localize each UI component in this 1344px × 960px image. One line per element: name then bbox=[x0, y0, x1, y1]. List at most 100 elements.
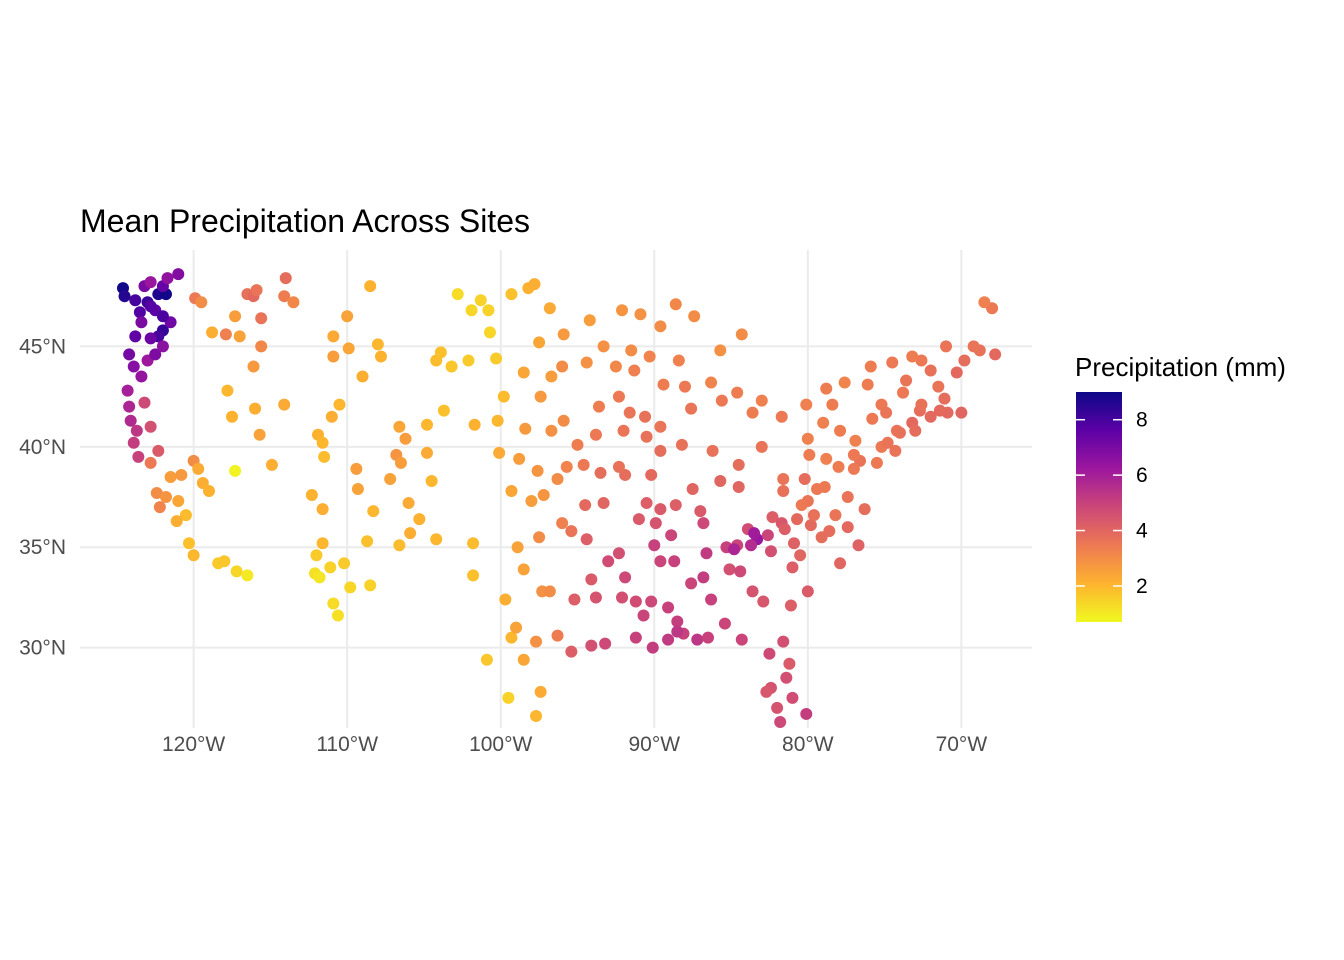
site-point bbox=[800, 398, 813, 411]
site-point bbox=[585, 573, 598, 586]
site-point bbox=[144, 300, 157, 313]
site-point bbox=[940, 340, 953, 353]
site-point bbox=[639, 410, 652, 423]
site-point bbox=[847, 462, 860, 475]
site-point bbox=[437, 404, 450, 417]
site-point bbox=[327, 330, 340, 343]
site-point bbox=[592, 400, 605, 413]
x-tick-label: 80°W bbox=[782, 733, 834, 756]
site-point bbox=[133, 306, 146, 319]
x-tick-label: 110°W bbox=[316, 733, 378, 756]
site-point bbox=[777, 635, 790, 648]
site-point bbox=[915, 354, 928, 367]
site-point bbox=[511, 541, 524, 554]
site-point bbox=[718, 617, 731, 630]
site-point bbox=[341, 310, 354, 323]
site-point bbox=[852, 539, 865, 552]
site-point bbox=[551, 629, 564, 642]
site-point bbox=[734, 565, 747, 578]
site-point bbox=[327, 350, 340, 363]
legend-tick-label: 6 bbox=[1136, 464, 1148, 487]
site-point bbox=[820, 382, 833, 395]
site-point bbox=[344, 581, 357, 594]
site-point bbox=[253, 428, 266, 441]
site-point bbox=[316, 436, 329, 449]
site-point bbox=[551, 472, 564, 485]
site-point bbox=[278, 290, 291, 303]
site-point bbox=[533, 531, 546, 544]
site-point bbox=[118, 290, 131, 303]
site-point bbox=[130, 424, 143, 437]
site-point bbox=[705, 376, 718, 389]
site-point bbox=[159, 491, 172, 504]
site-point bbox=[675, 438, 688, 451]
site-point bbox=[616, 304, 629, 317]
site-point bbox=[786, 561, 799, 574]
site-point bbox=[732, 458, 745, 471]
legend-title: Precipitation (mm) bbox=[1075, 352, 1286, 382]
site-point bbox=[384, 472, 397, 485]
site-point bbox=[715, 394, 728, 407]
site-point bbox=[175, 468, 188, 481]
site-point bbox=[399, 432, 412, 445]
site-point bbox=[144, 456, 157, 469]
site-point bbox=[889, 444, 902, 457]
site-point bbox=[841, 521, 854, 534]
site-point bbox=[763, 647, 776, 660]
site-point bbox=[172, 268, 185, 281]
site-point bbox=[361, 535, 374, 548]
site-point bbox=[864, 360, 877, 373]
site-point bbox=[791, 513, 804, 526]
site-point bbox=[612, 460, 625, 473]
site-point bbox=[800, 707, 813, 720]
site-point bbox=[493, 446, 506, 459]
site-point bbox=[138, 396, 151, 409]
site-point bbox=[127, 360, 140, 373]
site-point bbox=[327, 597, 340, 610]
site-point bbox=[156, 340, 169, 353]
site-point bbox=[801, 432, 814, 445]
site-point bbox=[777, 472, 790, 485]
site-point bbox=[924, 410, 937, 423]
site-point bbox=[665, 529, 678, 542]
site-point bbox=[367, 505, 380, 518]
site-point bbox=[817, 416, 830, 429]
site-point bbox=[761, 529, 774, 542]
site-point bbox=[144, 420, 157, 433]
y-tick-label: 35°N bbox=[19, 536, 66, 559]
site-point bbox=[834, 424, 847, 437]
site-point bbox=[510, 621, 523, 634]
site-point bbox=[897, 386, 910, 399]
site-point bbox=[402, 497, 415, 510]
site-point bbox=[132, 450, 145, 463]
site-point bbox=[517, 563, 530, 576]
site-point bbox=[583, 314, 596, 327]
site-point bbox=[505, 288, 518, 301]
site-point bbox=[135, 316, 148, 329]
site-point bbox=[815, 531, 828, 544]
site-point bbox=[657, 378, 670, 391]
x-axis-ticks: 120°W 110°W 100°W 90°W 80°W 70°W bbox=[162, 733, 987, 756]
site-point bbox=[632, 513, 645, 526]
site-point bbox=[127, 436, 140, 449]
site-point bbox=[732, 480, 745, 493]
site-point bbox=[517, 653, 530, 666]
site-point bbox=[247, 360, 260, 373]
site-point bbox=[829, 509, 842, 522]
site-point bbox=[688, 310, 701, 323]
site-point bbox=[534, 685, 547, 698]
site-point bbox=[144, 276, 157, 289]
site-point bbox=[589, 428, 602, 441]
site-point bbox=[152, 444, 165, 457]
site-point bbox=[955, 406, 968, 419]
site-point bbox=[629, 595, 642, 608]
site-point bbox=[545, 424, 558, 437]
site-point bbox=[637, 609, 650, 622]
site-point bbox=[530, 709, 543, 722]
site-point bbox=[594, 466, 607, 479]
site-point bbox=[654, 444, 667, 457]
site-point bbox=[161, 272, 174, 285]
site-point bbox=[706, 444, 719, 457]
site-point bbox=[623, 406, 636, 419]
